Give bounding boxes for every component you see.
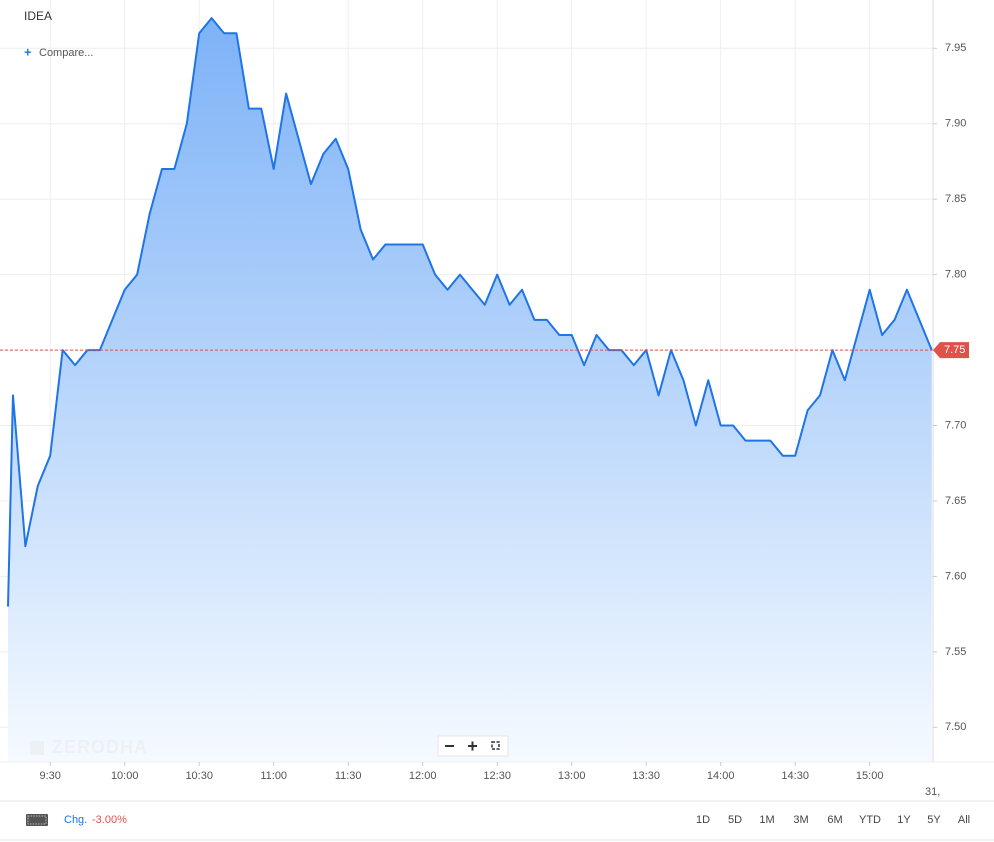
change-label: Chg. [64, 814, 87, 826]
y-tick-label: 7.95 [945, 42, 966, 54]
line [7, 17, 933, 607]
compare-plus[interactable]: + [24, 44, 32, 59]
x-tick-label: 15:00 [856, 770, 884, 782]
x-tick-label: 12:30 [483, 770, 511, 782]
range-button[interactable]: 5D [728, 814, 742, 826]
range-button[interactable]: 6M [827, 814, 842, 826]
range-button[interactable]: 5Y [927, 814, 941, 826]
range-button[interactable]: YTD [859, 814, 881, 826]
keyboard-icon[interactable] [26, 814, 48, 826]
x-end-label: 31, [925, 786, 940, 798]
range-button[interactable]: 3M [793, 814, 808, 826]
y-tick-label: 7.55 [945, 646, 966, 658]
compare[interactable]: Compare... [39, 47, 93, 59]
range-button[interactable]: 1D [696, 814, 710, 826]
keyboard[interactable] [26, 814, 48, 826]
y-tick-label: 7.70 [945, 419, 966, 431]
watermark-logo [30, 741, 44, 755]
y-tick-label: 7.90 [945, 118, 966, 130]
last-price-label: 7.75 [944, 344, 965, 356]
x-tick-label: 10:00 [111, 770, 139, 782]
range-button[interactable]: 1M [759, 814, 774, 826]
x-tick-label: 13:30 [632, 770, 660, 782]
x-tick-label: 10:30 [185, 770, 213, 782]
y-tick-label: 7.60 [945, 570, 966, 582]
range-button[interactable]: 1Y [897, 814, 911, 826]
symbol: IDEA [24, 9, 52, 23]
keyboard-keys [27, 815, 47, 825]
last-price-tag [933, 342, 969, 359]
range-buttons: 1D 5D 1M 3M 6M YTD 1Y 5Y All [696, 814, 970, 826]
x-tick-label: 11:00 [260, 770, 287, 782]
x-tick-label: 13:00 [558, 770, 586, 782]
x-tick-label: 14:00 [707, 770, 735, 782]
zoom-controls [437, 735, 509, 757]
axes: 7.50 7.55 7.60 7.65 7.70 7.75 7.80 7.85 7.90 7.95… [40, 42, 969, 798]
y-tick-label: 7.85 [945, 193, 966, 205]
range-button[interactable]: All [958, 814, 970, 826]
plot [0, 17, 933, 763]
y-tick-label: 7.80 [945, 269, 966, 281]
change-value: -3.00% [92, 814, 127, 826]
y-tick-label: 7.65 [945, 495, 966, 507]
y-tick-label: 7.50 [945, 721, 966, 733]
x-tick-label: 11:30 [335, 770, 362, 782]
area [8, 18, 932, 763]
x-tick-label: 12:00 [409, 770, 437, 782]
x-tick-label: 14:30 [781, 770, 809, 782]
fullscreen[interactable] [491, 741, 500, 750]
watermark: ZERODHA [52, 737, 148, 757]
x-tick-label: 9:30 [40, 770, 61, 782]
